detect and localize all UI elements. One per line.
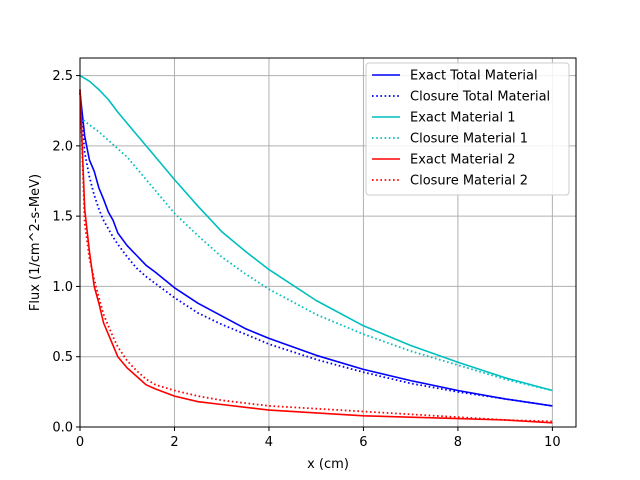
x-tick-label: 8 bbox=[454, 435, 462, 450]
y-tick-label: 2.5 bbox=[52, 69, 73, 84]
plot-frame bbox=[79, 57, 577, 428]
series-line-exact-total-material bbox=[79, 92, 553, 407]
y-tick-label: 1.5 bbox=[52, 210, 73, 225]
legend-label: Closure Material 1 bbox=[410, 132, 528, 147]
y-axis: 0.0 0.5 1.0 1.5 2.0 2.5 bbox=[52, 69, 80, 436]
x-tick-label: 2 bbox=[170, 435, 178, 450]
series-line-exact-material-2 bbox=[79, 89, 553, 424]
legend-box bbox=[365, 62, 570, 196]
legend-label: Exact Material 2 bbox=[410, 153, 515, 168]
x-tick-label: 4 bbox=[265, 435, 273, 450]
series-line-closure-total-material bbox=[79, 92, 553, 407]
x-tick-label: 6 bbox=[359, 435, 367, 450]
x-tick-label: 0 bbox=[76, 435, 84, 450]
y-axis-label: Flux (1/cm^2-s-MeV) bbox=[28, 174, 43, 311]
y-tick-label: 0.0 bbox=[52, 421, 73, 436]
series-line-closure-material-1 bbox=[79, 116, 553, 392]
x-tick-label: 10 bbox=[544, 435, 561, 450]
legend: Exact Total Material Closure Total Materi… bbox=[365, 62, 570, 196]
x-axis-label: x (cm) bbox=[307, 457, 349, 472]
legend-label: Closure Material 2 bbox=[410, 174, 528, 189]
y-tick-label: 1.0 bbox=[52, 280, 73, 295]
legend-label: Closure Total Material bbox=[410, 90, 550, 105]
x-axis: 0 2 4 6 8 10 bbox=[76, 427, 561, 450]
y-tick-label: 0.5 bbox=[52, 350, 73, 365]
legend-label: Exact Total Material bbox=[410, 69, 538, 84]
series-line-closure-material-2 bbox=[79, 89, 553, 423]
series-line-exact-material-1 bbox=[79, 74, 553, 392]
y-tick-label: 2.0 bbox=[52, 139, 73, 154]
plot-lines bbox=[79, 74, 553, 424]
legend-label: Exact Material 1 bbox=[410, 111, 515, 126]
